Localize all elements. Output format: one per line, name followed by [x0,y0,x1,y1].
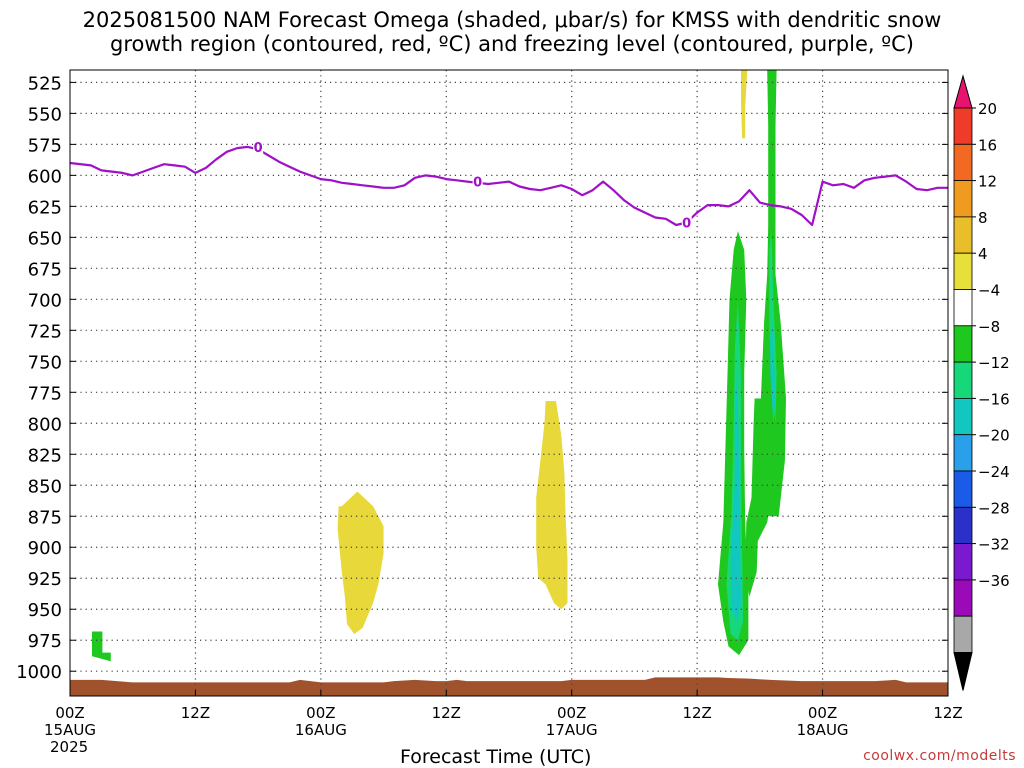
surface-fill [70,677,948,696]
y-tick-label-550: 550 [28,104,62,125]
y-tick-label-575: 575 [28,135,62,156]
colorbar-swatch-14 [953,579,973,617]
freezing-level-contour: 0 0 0 [69,138,948,231]
colorbar-swatch-4 [953,216,973,254]
colorbar-swatch-7 [953,325,973,363]
y-tick-label-625: 625 [28,197,62,218]
freezing-label-bg-0 [253,138,264,155]
x-tick-label-84-0: 12Z [933,704,962,722]
colorbar-label-0: 20 [978,100,997,118]
axes: 525 550 575 600 625 650 675 700 725 750 775 800 825 8… [16,69,963,756]
y-tick-label-600: 600 [28,166,62,187]
colorbar-bottom-arrow [953,652,973,691]
omega-area-2 [741,70,748,139]
colorbar-swatch-10 [953,434,973,472]
surface-terrain [70,677,948,696]
omega-area-6 [92,631,111,662]
x-tick-label-0-2: 2025 [50,738,88,756]
y-tick-label-675: 675 [28,259,62,280]
x-tick-label-60-0: 12Z [682,704,711,722]
colorbar-swatch-12 [953,506,973,544]
colorbar-label-10: −24 [978,463,1010,481]
y-tick-label-950: 950 [28,600,62,621]
y-tick-label-975: 975 [28,631,62,652]
colorbar-swatch-8 [953,361,973,399]
colorbar-swatch-13 [953,543,973,581]
colorbar-label-7: −12 [978,354,1010,372]
colorbar-label-2: 12 [978,173,997,191]
y-tick-label-800: 800 [28,414,62,435]
freezing-label-bg-2 [681,214,692,231]
freezing-level-label-1: 0 [473,176,482,191]
colorbar-label-4: 4 [978,245,988,263]
colorbar-swatch-15 [953,615,973,653]
y-tick-label-525: 525 [28,73,62,94]
y-tick-label-900: 900 [28,538,62,559]
colorbar-label-6: −8 [978,318,1000,336]
colorbar-swatch-5 [953,252,973,290]
x-tick-label-48-1: 17AUG [546,721,598,739]
colorbar-swatch-6 [953,289,973,327]
y-tick-label-825: 825 [28,445,62,466]
x-tick-label-72-0: 00Z [808,704,837,722]
x-axis-label: Forecast Time (UTC) [400,746,592,768]
grid-lines [70,70,948,696]
omega-area-9 [730,373,741,622]
colorbar-label-1: 16 [978,136,997,154]
omega-area-1 [536,401,568,610]
omega-area-10 [770,324,776,424]
freezing-label-bg-1 [472,173,483,190]
colorbar-label-3: 8 [978,209,988,227]
y-tick-label-725: 725 [28,321,62,342]
x-tick-label-24-0: 00Z [306,704,335,722]
x-tick-label-0-0: 00Z [55,704,84,722]
y-tick-label-775: 775 [28,383,62,404]
x-tick-label-72-1: 18AUG [797,721,849,739]
freezing-level-line [69,145,948,227]
colorbar-top-arrow [953,74,973,109]
colorbar-swatch-1 [953,107,973,145]
chart-title-line-1: 2025081500 NAM Forecast Omega (shaded, μ… [82,8,942,32]
colorbar-swatch-2 [953,143,973,182]
chart-title-line-2: growth region (contoured, red, ºC) and f… [110,32,914,56]
x-tick-label-24-1: 16AUG [295,721,347,739]
colorbar-label-9: −20 [978,427,1010,445]
freezing-level-label-0: 0 [254,141,263,156]
colorbar-label-8: −16 [978,390,1010,408]
x-tick-label-36-0: 12Z [432,704,461,722]
y-tick-label-650: 650 [28,228,62,249]
y-tick-label-875: 875 [28,507,62,528]
y-tick-label-925: 925 [28,569,62,590]
y-tick-label-1000: 1000 [16,662,62,683]
x-tick-label-48-0: 00Z [557,704,586,722]
omega-area-5 [745,70,786,597]
y-tick-label-700: 700 [28,290,62,311]
colorbar: 20 16 12 8 4 −4 −8 −12 −16 −20 −24 −28 −32 −36 [953,74,1010,691]
y-tick-label-850: 850 [28,476,62,497]
freezing-level-label-2: 0 [682,216,691,231]
x-tick-label-12-0: 12Z [181,704,210,722]
plot-frame [69,69,949,697]
x-tick-label-0-1: 15AUG [44,721,96,739]
omega-shaded-areas [92,70,786,662]
colorbar-label-11: −28 [978,499,1010,517]
credit-link[interactable]: coolwx.com/modelts [863,748,1016,764]
colorbar-swatch-11 [953,470,973,508]
omega-area-0 [337,491,384,634]
colorbar-swatch-9 [953,397,973,436]
colorbar-label-12: −32 [978,536,1010,554]
colorbar-label-13: −36 [978,572,1010,590]
y-tick-label-750: 750 [28,352,62,373]
colorbar-swatch-3 [953,180,973,218]
colorbar-label-5: −4 [978,282,1000,300]
